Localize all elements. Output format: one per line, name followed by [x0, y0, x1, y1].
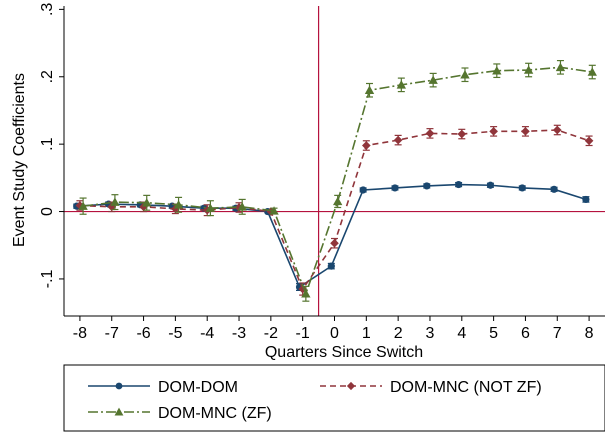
legend-marker — [114, 407, 124, 416]
x-axis-title: Quarters Since Switch — [265, 344, 423, 361]
y-axis-title: Event Study Coefficients — [11, 73, 28, 247]
y-tick-label: 0 — [39, 207, 56, 216]
legend-marker — [346, 381, 356, 391]
data-point — [555, 62, 566, 72]
y-tick-label: .1 — [39, 137, 56, 150]
data-point — [521, 127, 530, 136]
x-tick-label: 1 — [362, 325, 371, 342]
legend-frame — [63, 364, 605, 432]
series-dom-mnc-zf — [78, 59, 597, 302]
legend-label: DOM-MNC (NOT ZF) — [390, 379, 542, 396]
legend-label: DOM-MNC (ZF) — [158, 405, 272, 422]
data-point — [489, 127, 498, 136]
x-tick-label: -5 — [168, 325, 182, 342]
data-point — [359, 186, 367, 194]
plot-area: -.1 0 .1 .2 .3 -8 -7 -6 -5 -4 -3 -2 -1 0 1 2 3 4 5 6 7 8 — [39, 3, 605, 342]
data-point — [523, 65, 534, 74]
x-tick-label: -4 — [200, 325, 214, 342]
data-point — [552, 125, 562, 135]
legend-label: DOM-DOM — [158, 379, 238, 396]
x-tick-label: 8 — [585, 325, 594, 342]
data-point — [460, 70, 470, 79]
data-point — [425, 129, 435, 138]
data-point — [330, 238, 339, 248]
x-tick-label: -1 — [296, 325, 310, 342]
data-point — [486, 181, 495, 189]
data-point — [237, 202, 247, 211]
data-point — [391, 184, 399, 192]
data-point — [364, 85, 375, 94]
data-point — [396, 80, 407, 89]
x-tick-label: -2 — [264, 325, 278, 342]
x-tick-label: 3 — [426, 325, 435, 342]
data-point — [582, 195, 590, 204]
y-tick-label: -.1 — [39, 269, 56, 288]
axes: -.1 0 .1 .2 .3 -8 -7 -6 -5 -4 -3 -2 -1 0 1 2 3 4 5 6 7 8 — [39, 3, 605, 342]
x-tick-label: 2 — [394, 325, 403, 342]
data-point — [455, 180, 463, 189]
data-point — [423, 182, 431, 190]
data-point — [428, 75, 438, 84]
series-dom-mnc-not-zf — [75, 124, 594, 296]
data-point — [269, 206, 279, 215]
x-tick-label: -3 — [232, 325, 246, 342]
legend-item: DOM-MNC (ZF) — [88, 405, 272, 422]
x-tick-label: 4 — [457, 325, 466, 342]
data-point — [587, 67, 597, 76]
data-point — [550, 185, 558, 193]
data-point — [393, 135, 403, 145]
data-point — [205, 203, 216, 212]
data-point — [142, 198, 152, 207]
x-tick-label: 0 — [330, 325, 339, 342]
x-tick-label: -7 — [105, 325, 119, 342]
x-tick-label: 5 — [489, 325, 498, 342]
data-point — [492, 66, 502, 75]
data-point — [362, 141, 371, 150]
x-tick-label: 6 — [521, 325, 530, 342]
x-tick-label: -8 — [73, 325, 87, 342]
series-layer — [73, 59, 597, 302]
data-point — [301, 289, 311, 298]
data-point — [173, 200, 184, 209]
legend-item: DOM-MNC (NOT ZF) — [320, 379, 542, 396]
legend-item: DOM-DOM — [88, 379, 238, 396]
data-point — [110, 197, 120, 206]
y-tick-label: .2 — [39, 70, 56, 83]
legend-marker — [115, 382, 123, 390]
data-point — [457, 129, 467, 139]
data-point — [78, 201, 88, 210]
data-point — [327, 262, 335, 270]
x-tick-label: -6 — [136, 325, 150, 342]
y-tick-label: .3 — [39, 3, 56, 16]
x-tick-label: 7 — [553, 325, 562, 342]
data-point — [518, 184, 526, 192]
legend: DOM-DOM DOM-MNC (NOT ZF) DOM-MNC (ZF) — [63, 364, 605, 432]
data-point — [584, 136, 594, 146]
data-point — [333, 196, 343, 206]
